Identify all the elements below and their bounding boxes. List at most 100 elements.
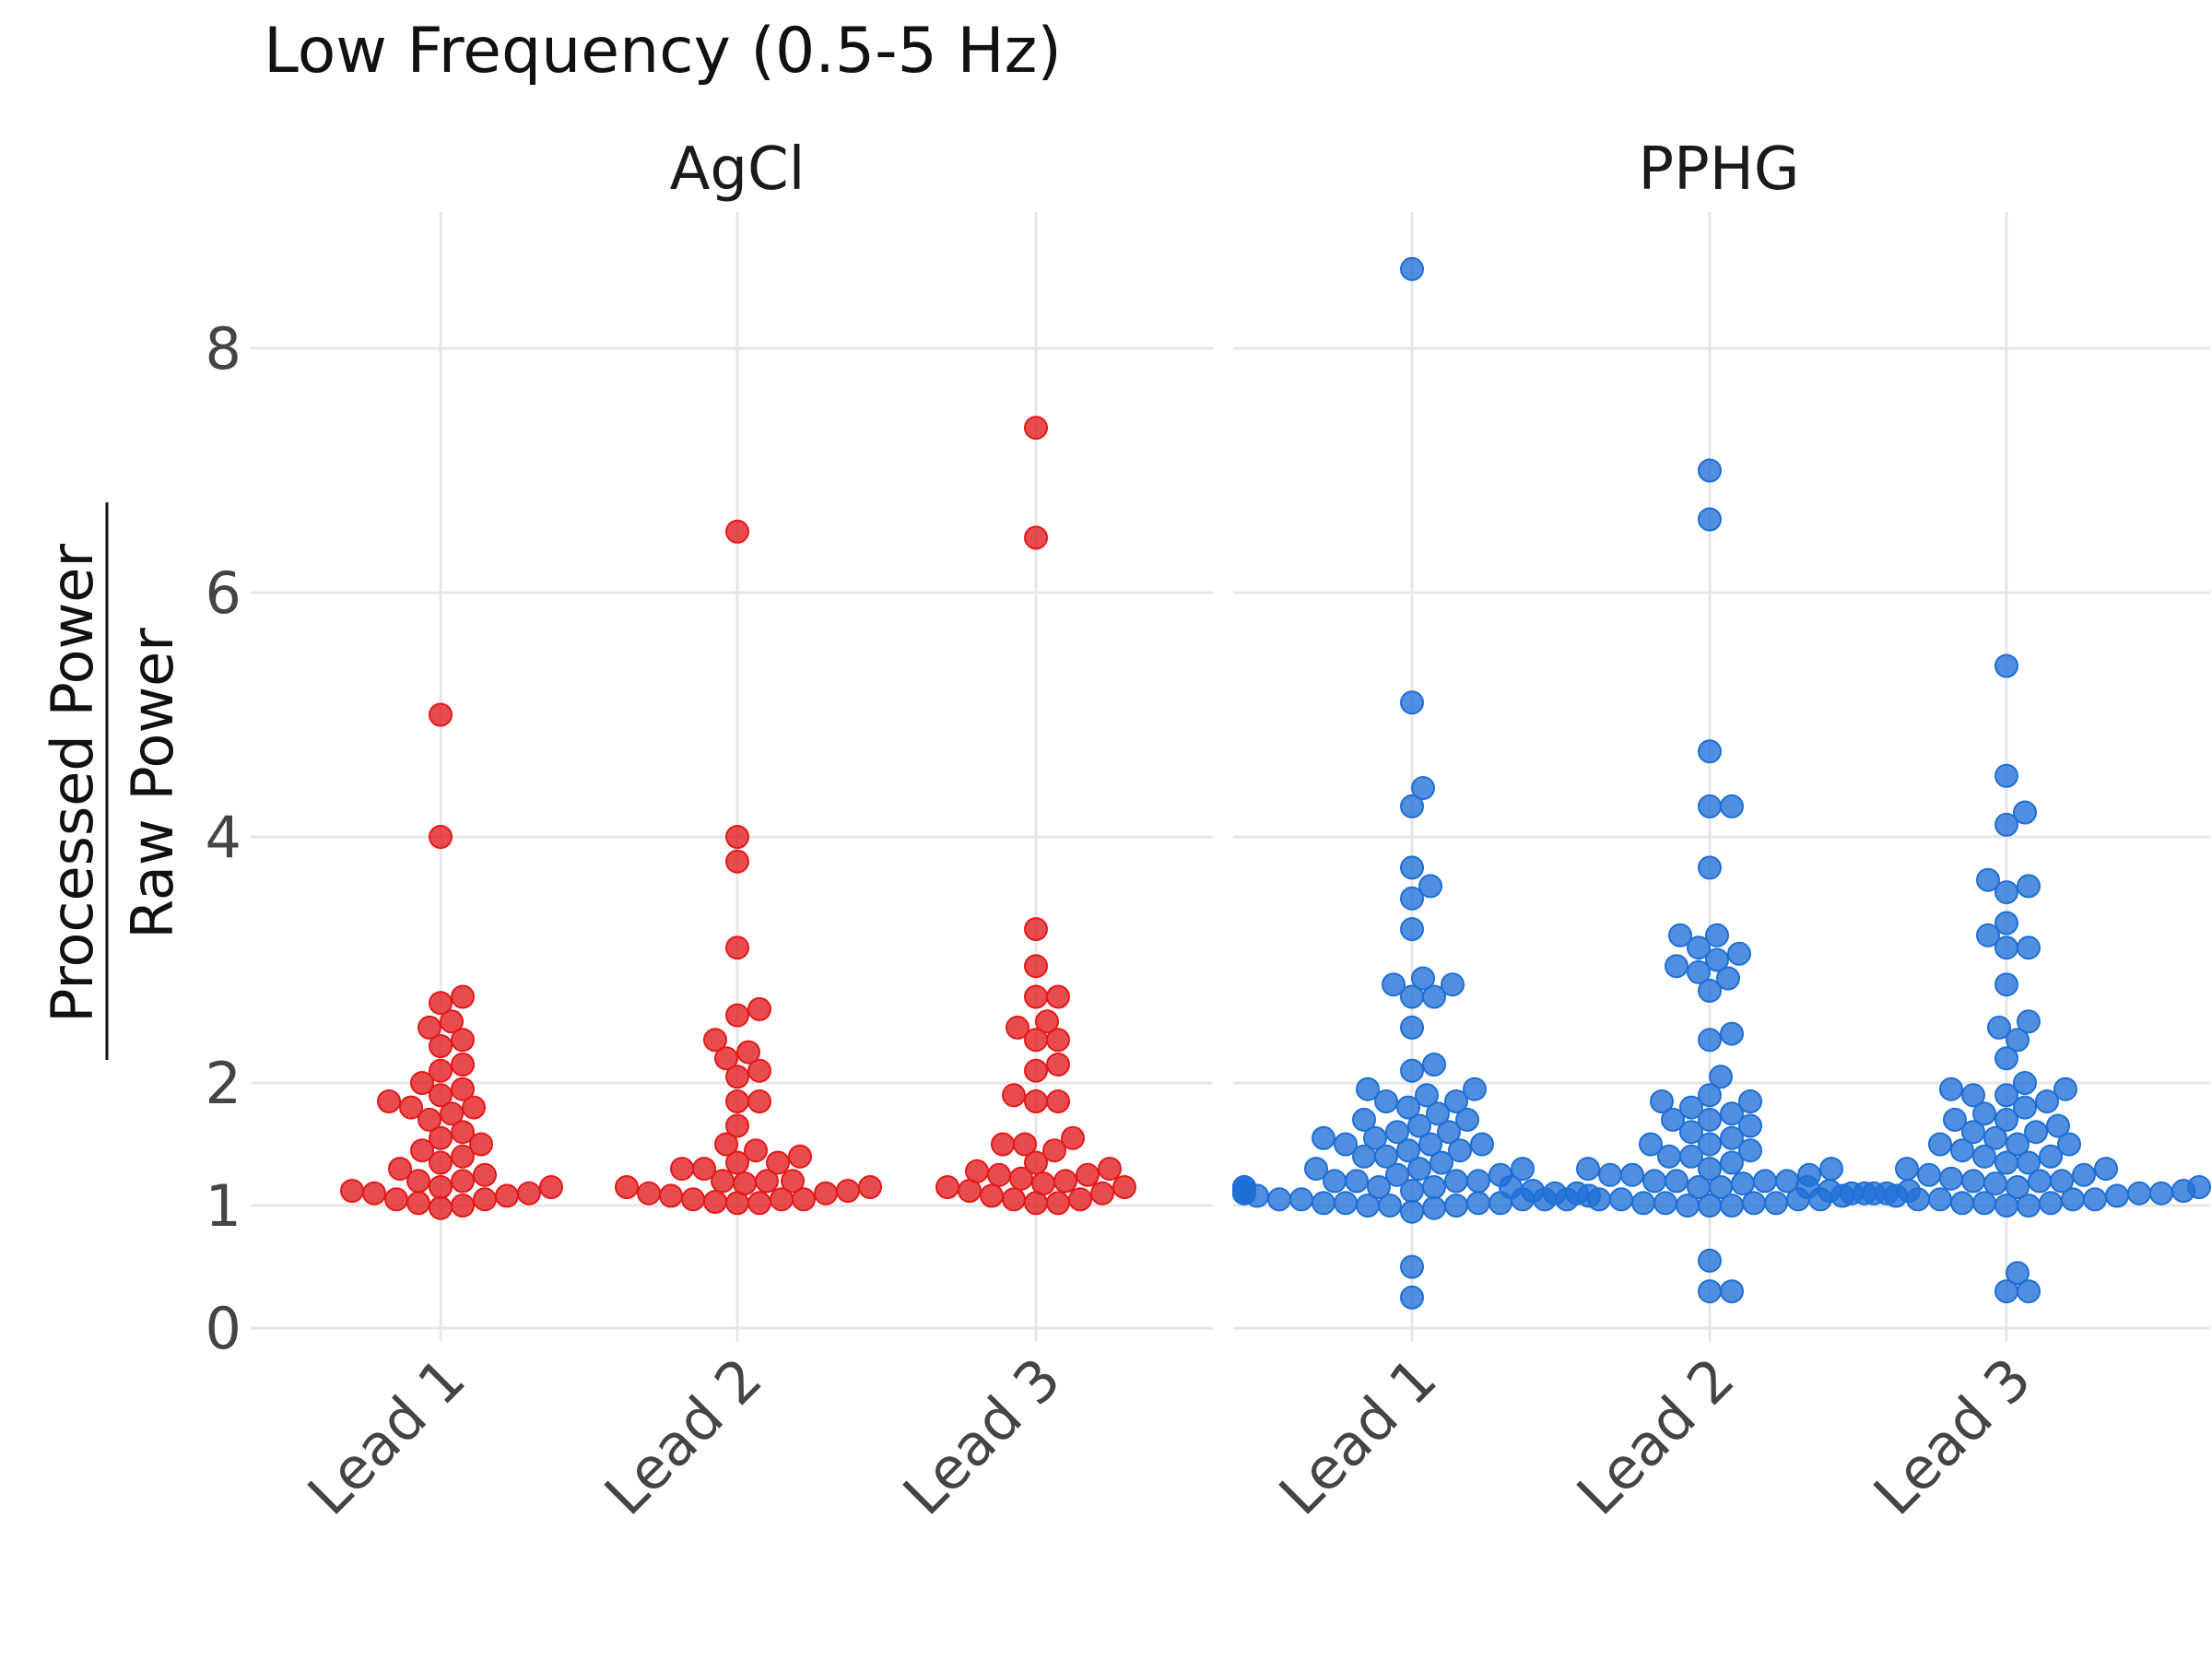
data-point — [429, 991, 453, 1016]
data-point — [2039, 1191, 2063, 1216]
data-point — [1112, 1175, 1136, 1199]
data-point — [987, 1162, 1011, 1187]
data-point — [1090, 1181, 1114, 1206]
data-point — [2006, 1028, 2030, 1053]
data-point — [1928, 1132, 1952, 1157]
data-point — [1642, 1169, 1666, 1194]
data-point — [440, 1101, 464, 1126]
data-point — [1976, 867, 2000, 892]
data-point — [2017, 1150, 2041, 1175]
data-point — [2187, 1175, 2211, 1199]
data-point — [725, 935, 749, 960]
y-axis-ticks: 0 1 2 4 6 8 — [206, 315, 241, 1362]
data-point — [736, 1040, 760, 1065]
data-point — [1400, 256, 1424, 281]
data-point — [2006, 1132, 2030, 1157]
data-point — [725, 519, 749, 544]
data-point — [714, 1046, 738, 1071]
data-point — [1976, 923, 2000, 947]
data-point — [1939, 1077, 1963, 1101]
data-point — [388, 1157, 412, 1182]
data-point — [1400, 917, 1424, 942]
data-point — [1422, 984, 1446, 1009]
data-point — [1576, 1157, 1600, 1182]
x-tick-label: Lead 1 — [295, 1345, 478, 1528]
data-point — [451, 1120, 475, 1145]
y-tick-label: 4 — [206, 804, 241, 871]
data-point — [429, 1083, 453, 1108]
data-point — [539, 1175, 563, 1199]
data-point — [410, 1138, 434, 1163]
data-point — [1312, 1191, 1335, 1216]
data-point — [2039, 1144, 2063, 1169]
data-point — [1031, 1171, 1055, 1196]
data-point — [1994, 763, 2018, 788]
data-point — [1006, 1015, 1030, 1040]
data-point — [1422, 1053, 1446, 1077]
data-point — [1470, 1132, 1494, 1157]
data-point — [1795, 1175, 1819, 1199]
data-point — [377, 1089, 401, 1113]
data-point — [410, 1071, 434, 1095]
data-point — [1400, 690, 1424, 715]
data-point — [965, 1159, 989, 1183]
data-point — [1698, 458, 1722, 483]
data-point — [1363, 1125, 1387, 1150]
data-point — [1382, 972, 1406, 997]
data-point — [429, 1150, 453, 1175]
data-point — [1352, 1144, 1376, 1169]
data-point — [711, 1169, 735, 1194]
data-point — [744, 1138, 768, 1163]
data-point — [1068, 1187, 1092, 1212]
data-point — [1334, 1191, 1358, 1216]
x-tick-label: Lead 2 — [1564, 1345, 1747, 1528]
data-point — [473, 1162, 497, 1187]
data-point — [1698, 1107, 1722, 1132]
data-point — [429, 1175, 453, 1199]
data-point — [1961, 1083, 1985, 1108]
data-point — [1972, 1101, 1996, 1126]
data-point — [980, 1183, 1004, 1208]
data-point — [755, 1169, 779, 1194]
data-point — [1972, 1191, 1996, 1216]
data-point — [1024, 917, 1048, 942]
data-point — [1024, 1058, 1048, 1083]
data-point — [1046, 984, 1070, 1009]
data-point — [2057, 1132, 2081, 1157]
data-point — [1024, 525, 1048, 550]
x-tick-label: Lead 3 — [1861, 1345, 2044, 1528]
data-point — [1698, 739, 1722, 764]
data-point — [451, 1053, 475, 1077]
data-point — [1840, 1181, 1864, 1206]
data-point — [384, 1187, 408, 1212]
data-point — [1983, 1125, 2007, 1150]
data-point — [725, 1150, 749, 1175]
data-point — [1444, 1194, 1468, 1218]
data-point — [1698, 1083, 1722, 1108]
data-point — [1906, 1187, 1930, 1212]
data-point — [429, 702, 453, 727]
data-point — [725, 1113, 749, 1138]
y-axis-label: Processed Power Raw Power — [39, 502, 186, 1060]
data-point — [1422, 1195, 1446, 1220]
data-point — [1668, 923, 1692, 947]
data-point — [1024, 416, 1048, 441]
data-point — [429, 1034, 453, 1058]
data-point — [1987, 1015, 2011, 1040]
data-point — [1657, 1144, 1681, 1169]
data-point — [1679, 1120, 1703, 1145]
data-point — [1698, 1132, 1722, 1157]
data-point — [1862, 1181, 1886, 1206]
data-point — [1455, 1107, 1479, 1132]
data-point — [766, 1150, 790, 1175]
data-point — [2127, 1181, 2151, 1206]
data-point — [1415, 1083, 1439, 1108]
x-tick-label: Lead 1 — [1266, 1345, 1450, 1528]
data-point — [1943, 1107, 1967, 1132]
data-point — [1972, 1144, 1996, 1169]
data-point — [1400, 1285, 1424, 1310]
data-point — [1994, 1046, 2018, 1071]
data-point — [788, 1144, 812, 1169]
data-point — [1994, 1083, 2018, 1108]
